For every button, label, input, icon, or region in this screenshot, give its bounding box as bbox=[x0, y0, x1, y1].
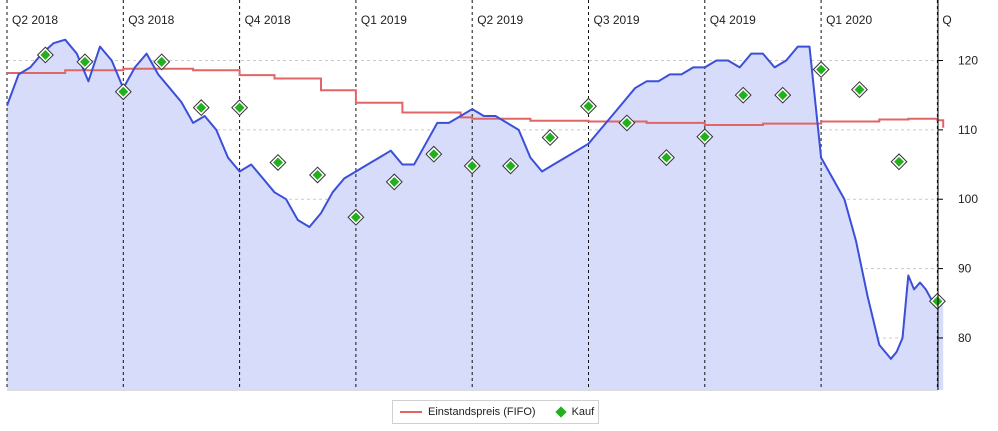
legend-item-kauf[interactable]: Kauf bbox=[543, 406, 595, 418]
y-tick-label-100: 100 bbox=[958, 192, 978, 206]
quarter-labels: Q2 2018 Q3 2018 Q4 2018 Q1 2019 Q2 2019 Q3 20… bbox=[12, 13, 952, 27]
y-tick-label-90: 90 bbox=[958, 262, 972, 276]
price-series-line bbox=[6, 38, 944, 360]
price-line bbox=[6, 38, 944, 360]
legend-item-fifo[interactable]: Einstandspreis (FIFO) bbox=[400, 406, 536, 418]
purchase-marker-19 bbox=[777, 90, 788, 101]
purchase-marker-21 bbox=[854, 84, 865, 95]
purchase-marker-4 bbox=[196, 102, 207, 113]
legend-fifo-swatch bbox=[400, 411, 422, 413]
purchase-marker-10 bbox=[428, 149, 439, 160]
y-tick-label-110: 110 bbox=[958, 123, 977, 137]
purchase-marker-1 bbox=[79, 56, 90, 67]
legend-kauf-swatch bbox=[554, 406, 567, 418]
fifo-line bbox=[7, 67, 945, 128]
legend-fifo-label: Einstandspreis (FIFO) bbox=[428, 406, 536, 418]
purchase-marker-11 bbox=[467, 160, 478, 171]
y-tick-label-80: 80 bbox=[958, 331, 972, 345]
quarter-label-3: Q1 2019 bbox=[361, 13, 407, 27]
purchase-markers bbox=[36, 46, 946, 310]
purchase-marker-8 bbox=[350, 212, 361, 223]
quarter-label-6: Q4 2019 bbox=[710, 13, 756, 27]
purchase-marker-6 bbox=[273, 157, 283, 168]
quarter-label-8: Q bbox=[942, 13, 951, 27]
legend: Einstandspreis (FIFO) Kauf bbox=[392, 400, 599, 424]
purchase-marker-7 bbox=[312, 170, 323, 180]
purchase-marker-13 bbox=[545, 132, 556, 143]
purchase-marker-3 bbox=[156, 56, 167, 67]
purchase-marker-5 bbox=[234, 102, 245, 113]
purchase-marker-23 bbox=[932, 296, 943, 307]
purchase-marker-2 bbox=[118, 86, 129, 97]
purchase-marker-20 bbox=[816, 64, 827, 75]
y-tick-label-120: 120 bbox=[958, 53, 978, 67]
purchase-marker-9 bbox=[389, 176, 400, 187]
purchase-marker-0 bbox=[40, 49, 51, 60]
quarter-label-0: Q2 2018 bbox=[12, 13, 58, 27]
purchase-marker-15 bbox=[621, 117, 632, 128]
purchase-marker-16 bbox=[661, 152, 672, 163]
price-area-fill bbox=[7, 39, 944, 390]
purchase-marker-18 bbox=[738, 90, 749, 101]
price-area bbox=[7, 39, 944, 390]
quarter-label-4: Q2 2019 bbox=[477, 13, 523, 27]
legend-kauf-label: Kauf bbox=[571, 406, 595, 418]
quarter-label-5: Q3 2019 bbox=[594, 13, 640, 27]
y-axis: 80 90 100 110 120 bbox=[937, 0, 978, 390]
quarter-label-2: Q4 2018 bbox=[245, 13, 291, 27]
purchase-marker-22 bbox=[894, 156, 904, 167]
quarter-dividers bbox=[6, 0, 938, 390]
purchase-marker-17 bbox=[699, 131, 710, 142]
fifo-step-line bbox=[7, 67, 945, 128]
purchase-marker-14 bbox=[583, 101, 594, 112]
quarter-label-7: Q1 2020 bbox=[826, 13, 872, 27]
quarter-label-1: Q3 2018 bbox=[128, 13, 174, 27]
